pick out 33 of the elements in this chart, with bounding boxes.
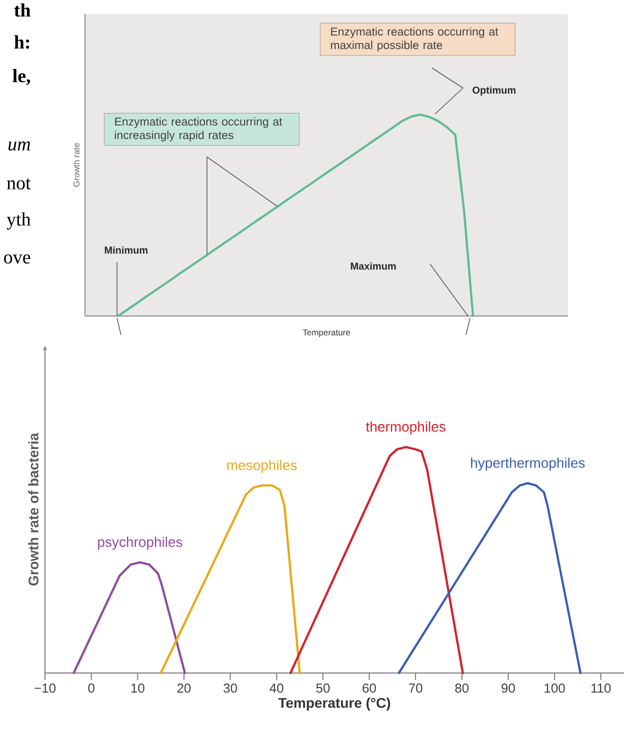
x-tick-label: 0 [88, 684, 94, 693]
annotation: Minimum [104, 246, 148, 254]
x-tick-label: 100 [544, 684, 565, 693]
series-label: mesophiles [227, 460, 297, 473]
x-axis-title: Temperature [302, 330, 350, 338]
x-tick-label: 40 [270, 684, 284, 693]
series-label: hyperthermophiles [471, 458, 585, 471]
x-tick-label: 70 [409, 684, 422, 693]
annotation: Enzymatic reactions occurring at increasingly rapid rates [114, 117, 282, 142]
x-tick-label: −10 [34, 684, 56, 693]
x-tick-label: 80 [455, 684, 469, 693]
text: Optimum [472, 86, 516, 96]
x-tick-label: 10 [131, 684, 144, 693]
x-tick-label: 50 [316, 684, 330, 693]
x-axis-title: Temperature (°C) [278, 698, 390, 711]
x-tick-label: 90 [502, 684, 515, 693]
series-label: psychrophiles [98, 536, 182, 550]
text: yth [6, 212, 31, 230]
text: um [8, 141, 30, 151]
text: Enzymatic reactions occurring at maximal possible rate [330, 27, 498, 52]
x-tick-label: 20 [177, 684, 191, 693]
text: le, [12, 68, 30, 86]
x-tick-label: 60 [362, 684, 376, 693]
annotation: Maximum [350, 262, 396, 270]
x-tick-label: 30 [224, 684, 238, 693]
text: not [6, 178, 31, 190]
y-axis-title: Growth rate of bacteria [28, 432, 38, 586]
series-label: thermophiles [366, 421, 446, 434]
text: th [14, 3, 31, 17]
y-axis-title: Growth rate [73, 143, 80, 187]
text: ove [4, 254, 30, 264]
x-tick-label: 110 [591, 684, 611, 693]
text: h: [14, 35, 30, 49]
